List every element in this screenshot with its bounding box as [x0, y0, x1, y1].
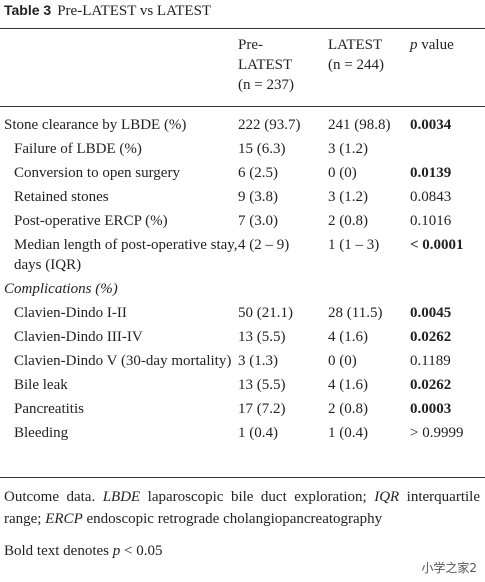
table-row: Bile leak 13 (5.5) 4 (1.6) 0.0262: [0, 373, 485, 397]
row-label: Clavien-Dindo V (30-day mortality): [14, 353, 232, 369]
footnotes: Outcome data. LBDE laparoscopic bile duc…: [4, 486, 480, 572]
footnote-text: laparoscopic bile duct exploration;: [140, 489, 375, 505]
rule: [0, 106, 485, 107]
cell: 3 (1.2): [328, 189, 368, 205]
cell: 2 (0.8): [328, 213, 368, 229]
header-cell: LATEST (n = 244): [328, 32, 410, 105]
table-row: Clavien-Dindo III-IV 13 (5.5) 4 (1.6) 0.026…: [0, 325, 485, 349]
row-label: Clavien-Dindo III-IV: [14, 329, 143, 345]
header-line: (n = 244): [328, 57, 384, 73]
footnote: Outcome data. LBDE laparoscopic bile duc…: [4, 486, 480, 530]
watermark: 小学之家2: [421, 561, 477, 575]
table-row: Pancreatitis 17 (7.2) 2 (0.8) 0.0003: [0, 397, 485, 421]
row-label: Stone clearance by LBDE (%): [4, 117, 187, 133]
table-row: Bleeding 1 (0.4) 1 (0.4) > 0.9999: [0, 421, 485, 445]
footnote-text: interquartile range;: [4, 489, 480, 527]
row-label: Median length of post-operative stay, da…: [14, 237, 238, 273]
cell: 9 (3.8): [238, 189, 278, 205]
section-label: Complications (%): [4, 281, 118, 297]
cell: 7 (3.0): [238, 213, 278, 229]
cell: 13 (5.5): [238, 329, 286, 345]
cell: 3 (1.3): [238, 353, 278, 369]
footnote-text: Bold text denotes: [4, 543, 113, 559]
cell: 17 (7.2): [238, 401, 286, 417]
cell: 0.0843: [410, 189, 452, 205]
header-cell: p value: [410, 32, 485, 105]
rule: [0, 28, 485, 29]
table-body: Stone clearance by LBDE (%) 222 (93.7) 241…: [0, 105, 485, 445]
cell: 4 (2 – 9): [238, 237, 290, 253]
cell: 0.0262: [410, 329, 452, 345]
header-line: LATEST: [238, 57, 293, 73]
table-row: Clavien-Dindo V (30-day mortality) 3 (1.3…: [0, 349, 485, 373]
cell: 13 (5.5): [238, 377, 286, 393]
footnote-text: p: [112, 543, 121, 559]
row-label: Clavien-Dindo I-II: [14, 305, 127, 321]
cell: 0.0045: [410, 305, 452, 321]
footnote-text: IQR: [374, 489, 400, 505]
row-label: Bleeding: [14, 425, 69, 441]
table-row: Stone clearance by LBDE (%) 222 (93.7) 241…: [0, 105, 485, 137]
cell: 0.0003: [410, 401, 452, 417]
cell: [410, 137, 485, 161]
header-line: (n = 237): [238, 77, 294, 93]
table-row: Median length of post-operative stay, da…: [0, 233, 485, 277]
cell: 222 (93.7): [238, 117, 301, 133]
footnote-text: < 0.05: [120, 543, 163, 559]
header-row: Pre- LATEST (n = 237) LATEST (n = 244) p valu…: [0, 32, 485, 105]
table-row: Retained stones 9 (3.8) 3 (1.2) 0.0843: [0, 185, 485, 209]
row-label: Bile leak: [14, 377, 68, 393]
table-row: Conversion to open surgery 6 (2.5) 0 (0) 0.…: [0, 161, 485, 185]
header-line: LATEST: [328, 37, 383, 53]
footnote: Bold text denotes p < 0.05: [4, 540, 480, 562]
footnote-text: ERCP: [45, 511, 83, 527]
row-label: Conversion to open surgery: [14, 165, 180, 181]
cell: 28 (11.5): [328, 305, 383, 321]
header-cell: [0, 32, 238, 105]
cell: 1 (0.4): [328, 425, 368, 441]
table-row: Failure of LBDE (%) 15 (6.3) 3 (1.2): [0, 137, 485, 161]
cell: 15 (6.3): [238, 141, 286, 157]
cell: 241 (98.8): [328, 117, 391, 133]
cell: 0.1016: [410, 213, 452, 229]
rule: [0, 477, 485, 478]
cell: 0.0262: [410, 377, 452, 393]
footnote-text: endoscopic retrograde cholangiopancreato…: [82, 511, 383, 527]
header-line: Pre-: [238, 37, 263, 53]
table-label: Table 3: [4, 2, 52, 18]
cell: > 0.9999: [410, 425, 464, 441]
cell: 4 (1.6): [328, 329, 368, 345]
table-header: Pre- LATEST (n = 237) LATEST (n = 244) p valu…: [0, 32, 485, 105]
cell: 4 (1.6): [328, 377, 368, 393]
cell: 1 (0.4): [238, 425, 278, 441]
cell: 1 (1 – 3): [328, 237, 380, 253]
table-title: Table 3 Pre-LATEST vs LATEST: [4, 2, 211, 20]
table: Pre- LATEST (n = 237) LATEST (n = 244) p valu…: [0, 32, 485, 445]
table-row: Post-operative ERCP (%) 7 (3.0) 2 (0.8) 0.1…: [0, 209, 485, 233]
table-row: Complications (%): [0, 277, 485, 301]
row-label: Retained stones: [14, 189, 109, 205]
cell: 0.0139: [410, 165, 452, 181]
cell: 0 (0): [328, 353, 357, 369]
cell: 0.1189: [410, 353, 451, 369]
footnote-text: LBDE: [102, 489, 141, 505]
cell: 0.0034: [410, 117, 452, 133]
cell: 2 (0.8): [328, 401, 368, 417]
row-label: Pancreatitis: [14, 401, 84, 417]
header-line: p value: [410, 37, 454, 53]
table-row: Clavien-Dindo I-II 50 (21.1) 28 (11.5) 0.00…: [0, 301, 485, 325]
row-label: Failure of LBDE (%): [14, 141, 142, 157]
cell: 6 (2.5): [238, 165, 278, 181]
cell: 3 (1.2): [328, 141, 368, 157]
row-label: Post-operative ERCP (%): [14, 213, 168, 229]
table-caption: Pre-LATEST vs LATEST: [57, 3, 212, 19]
cell: 0 (0): [328, 165, 357, 181]
header-cell: Pre- LATEST (n = 237): [238, 32, 328, 105]
footnote-text: Outcome data.: [4, 489, 103, 505]
cell: < 0.0001: [410, 237, 464, 253]
cell: 50 (21.1): [238, 305, 293, 321]
